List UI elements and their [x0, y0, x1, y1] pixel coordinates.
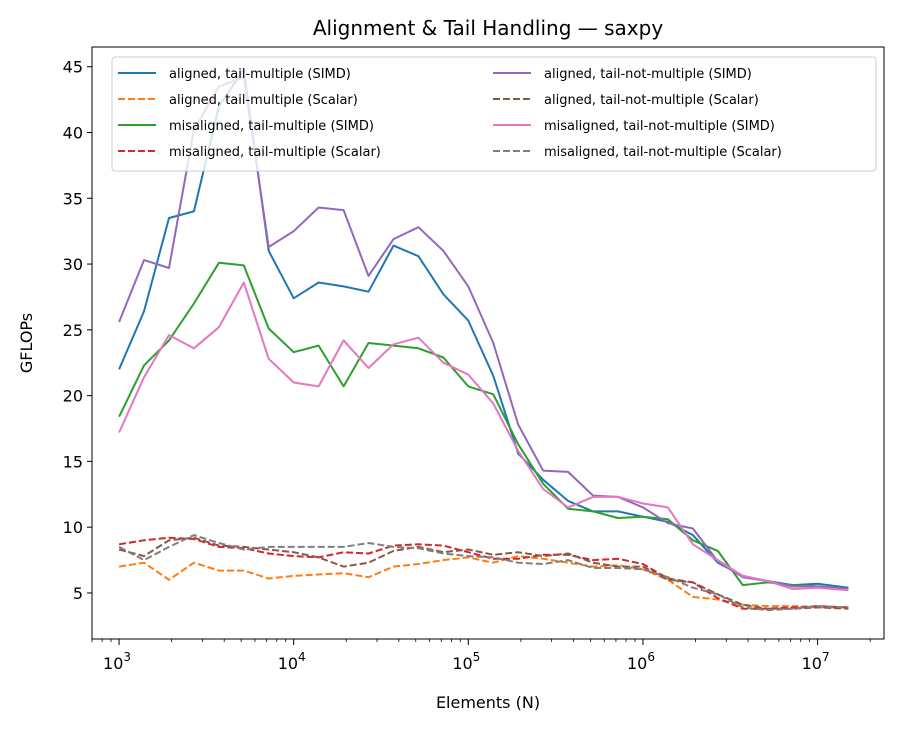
x-tick-label: 103	[103, 650, 131, 673]
y-tick-label: 10	[63, 518, 83, 537]
y-tick-label: 35	[63, 189, 83, 208]
y-tick-label: 5	[73, 584, 83, 603]
chart-title: Alignment & Tail Handling — saxpy	[313, 16, 663, 40]
legend-label: aligned, tail-not-multiple (Scalar)	[544, 93, 759, 108]
legend: aligned, tail-multiple (SIMD) aligned, ta…	[111, 56, 877, 172]
x-axis-label: Elements (N)	[436, 693, 540, 712]
axes: 5 10 15 20 25 30 35 40 45 103 104 105 106 107	[63, 58, 871, 673]
series-line-8	[118, 534, 849, 612]
legend-label: aligned, tail-not-multiple (SIMD)	[544, 67, 752, 82]
y-tick-label: 40	[63, 124, 83, 143]
y-tick-label: 30	[63, 255, 83, 274]
y-axis-label: GFLOPs	[17, 313, 36, 373]
legend-label: misaligned, tail-not-multiple (Scalar)	[544, 145, 782, 160]
y-tick-label: 15	[63, 452, 83, 471]
legend-label: misaligned, tail-multiple (Scalar)	[169, 145, 381, 160]
y-tick-label: 45	[63, 58, 83, 77]
legend-box	[111, 56, 877, 172]
x-tick-label: 105	[452, 650, 480, 673]
legend-label: aligned, tail-multiple (SIMD)	[169, 67, 351, 82]
series-line-7	[118, 281, 849, 592]
x-tick-label: 104	[278, 650, 306, 673]
x-tick-label: 106	[627, 650, 655, 673]
x-tick-label: 107	[802, 650, 830, 673]
series-line-2	[118, 555, 849, 609]
plot-frame	[91, 46, 885, 640]
legend-label: misaligned, tail-not-multiple (SIMD)	[544, 119, 775, 134]
y-tick-label: 25	[63, 321, 83, 340]
legend-label: misaligned, tail-multiple (SIMD)	[169, 119, 374, 134]
y-tick-label: 20	[63, 387, 83, 406]
legend-label: aligned, tail-multiple (Scalar)	[169, 93, 358, 108]
